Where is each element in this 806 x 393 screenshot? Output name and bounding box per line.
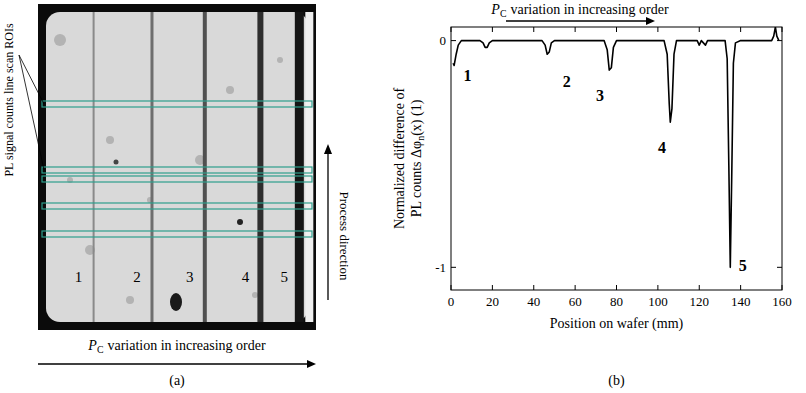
x-tick bbox=[699, 285, 700, 290]
roi-box bbox=[42, 231, 312, 237]
x-tick bbox=[782, 285, 783, 290]
x-tick bbox=[657, 27, 658, 32]
panel-label: (a) bbox=[169, 373, 185, 389]
pl-image-background bbox=[38, 4, 316, 330]
label-text: variation in increasing order bbox=[510, 2, 669, 17]
label-text: variation in increasing order bbox=[107, 338, 266, 353]
pl-defect bbox=[114, 160, 119, 165]
x-tick bbox=[740, 285, 741, 290]
x-tick-label: 120 bbox=[690, 294, 710, 309]
x-tick bbox=[533, 27, 534, 32]
pl-defect bbox=[170, 293, 182, 311]
y-title-part: PL counts Δφ bbox=[409, 141, 424, 217]
arrow-line bbox=[38, 363, 310, 364]
pl-defect bbox=[237, 219, 243, 225]
data-line bbox=[453, 27, 779, 267]
y-tick bbox=[451, 267, 456, 268]
arrow-line bbox=[506, 20, 649, 21]
plot-frame bbox=[451, 27, 782, 290]
roi-label: PL signal counts line scan ROIs bbox=[2, 23, 16, 177]
x-tick-label: 20 bbox=[486, 294, 499, 309]
subscript: C bbox=[500, 8, 507, 19]
arrow-head bbox=[646, 17, 655, 25]
x-tick bbox=[782, 27, 783, 32]
roi-box bbox=[42, 176, 312, 182]
y-tick bbox=[777, 40, 782, 41]
variation-label: PCvariation in increasing order bbox=[490, 2, 669, 19]
stripe-label: 2 bbox=[133, 269, 141, 285]
x-tick-label: 140 bbox=[731, 294, 751, 309]
pl-texture bbox=[252, 292, 258, 298]
pl-texture bbox=[277, 57, 283, 63]
x-tick bbox=[451, 285, 452, 290]
x-tick bbox=[451, 27, 452, 32]
stripe-label: 5 bbox=[281, 269, 289, 285]
stripe-label: 3 bbox=[186, 269, 194, 285]
panel-a: 1 2 3 4 5 PL signal counts line scan ROIs Proc… bbox=[2, 4, 352, 389]
y-tick bbox=[777, 267, 782, 268]
pl-texture bbox=[226, 86, 234, 94]
stripe-label: 1 bbox=[75, 269, 83, 285]
arrow-head bbox=[324, 144, 332, 154]
x-tick bbox=[616, 27, 617, 32]
direction-label: Process direction bbox=[337, 191, 352, 281]
y-axis-title: PL counts Δφn(x) (1) bbox=[409, 99, 426, 217]
x-tick-label: 0 bbox=[448, 294, 455, 309]
x-tick bbox=[492, 27, 493, 32]
roi-leader bbox=[19, 55, 44, 104]
panel-label: (b) bbox=[608, 373, 625, 389]
pl-texture bbox=[126, 296, 134, 304]
symbol: P bbox=[490, 2, 500, 17]
x-tick bbox=[533, 285, 534, 290]
x-tick-label: 60 bbox=[569, 294, 582, 309]
figure: 1 2 3 4 5 PL signal counts line scan ROIs Proc… bbox=[0, 0, 806, 393]
x-tick bbox=[616, 285, 617, 290]
variation-label: PCvariation in increasing order bbox=[87, 338, 266, 355]
roi-box bbox=[42, 167, 312, 173]
x-tick-label: 160 bbox=[772, 294, 792, 309]
roi-box bbox=[42, 203, 312, 209]
x-tick bbox=[492, 285, 493, 290]
x-tick bbox=[699, 27, 700, 32]
panel-b: 0 20 40 60 80 100 120 140 160 -1 0 Position on wafe… bbox=[392, 2, 792, 389]
x-tick-label: 80 bbox=[610, 294, 623, 309]
dip-label: 5 bbox=[739, 257, 747, 274]
y-tick-label: -1 bbox=[435, 260, 446, 275]
y-title-part: (x) (1) bbox=[409, 99, 425, 135]
x-tick bbox=[575, 27, 576, 32]
dip-label: 2 bbox=[563, 73, 571, 90]
x-tick bbox=[657, 285, 658, 290]
stripe-label: 4 bbox=[242, 269, 250, 285]
dip-label: 1 bbox=[464, 67, 472, 84]
arrow-line bbox=[327, 152, 328, 300]
series-group bbox=[453, 27, 779, 267]
x-axis-title: Position on wafer (mm) bbox=[550, 316, 684, 332]
pl-texture bbox=[54, 34, 66, 46]
roi-box bbox=[42, 101, 312, 107]
dip-label: 4 bbox=[658, 139, 666, 156]
y-axis-title: Normalized difference of bbox=[392, 88, 407, 230]
dip-label: 3 bbox=[596, 87, 604, 104]
x-tick-label: 100 bbox=[648, 294, 668, 309]
arrow-head bbox=[307, 360, 316, 368]
pl-texture bbox=[106, 136, 114, 144]
subscript: C bbox=[97, 344, 104, 355]
y-tick-label: 0 bbox=[440, 33, 447, 48]
x-tick bbox=[740, 27, 741, 32]
y-tick bbox=[451, 40, 456, 41]
symbol: P bbox=[87, 338, 97, 353]
x-tick bbox=[575, 285, 576, 290]
x-tick-label: 40 bbox=[527, 294, 540, 309]
roi-leader bbox=[19, 55, 44, 170]
